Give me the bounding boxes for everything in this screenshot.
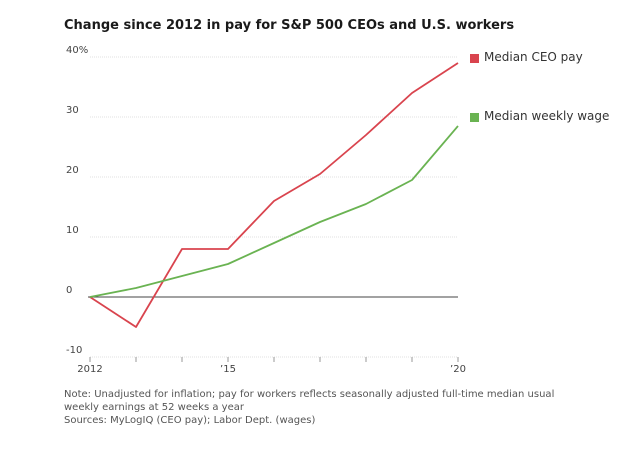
y-tick-label: 0: [66, 285, 72, 296]
chart-title: Change since 2012 in pay for S&P 500 CEO…: [64, 18, 515, 33]
y-tick-label: 40%: [66, 45, 88, 56]
y-tick-label: 30: [66, 105, 79, 116]
series-line-ceo-pay: [89, 62, 459, 328]
legend-swatch-weekly-wage: [470, 113, 479, 122]
legend-item-ceo-pay: Median CEO pay: [470, 50, 630, 65]
axes: [88, 296, 459, 362]
y-tick-label: -10: [66, 345, 82, 356]
note-text: Note: Unadjusted for inflation; pay for …: [64, 389, 555, 413]
x-tick-label: 2012: [77, 364, 102, 375]
x-tick-label: ’15: [220, 364, 236, 375]
tick-labels: -10 0 10 20 30 40% 2012 ’15 ’20: [66, 45, 466, 375]
series-line-weekly-wage: [89, 125, 459, 298]
legend-swatch-ceo-pay: [470, 54, 479, 63]
y-tick-label: 20: [66, 165, 79, 176]
x-tick-label: ’20: [450, 364, 466, 375]
chart-notes: Note: Unadjusted for inflation; pay for …: [64, 388, 584, 427]
sources-text: Sources: MyLogIQ (CEO pay); Labor Dept. …: [64, 415, 316, 426]
legend-label-weekly-wage: Median weekly wage: [484, 109, 610, 123]
legend: Median CEO pay Median weekly wage: [470, 50, 630, 124]
y-tick-label: 10: [66, 225, 79, 236]
legend-item-weekly-wage: Median weekly wage: [470, 109, 630, 124]
series-lines: [89, 62, 459, 328]
legend-label-ceo-pay: Median CEO pay: [484, 50, 583, 64]
